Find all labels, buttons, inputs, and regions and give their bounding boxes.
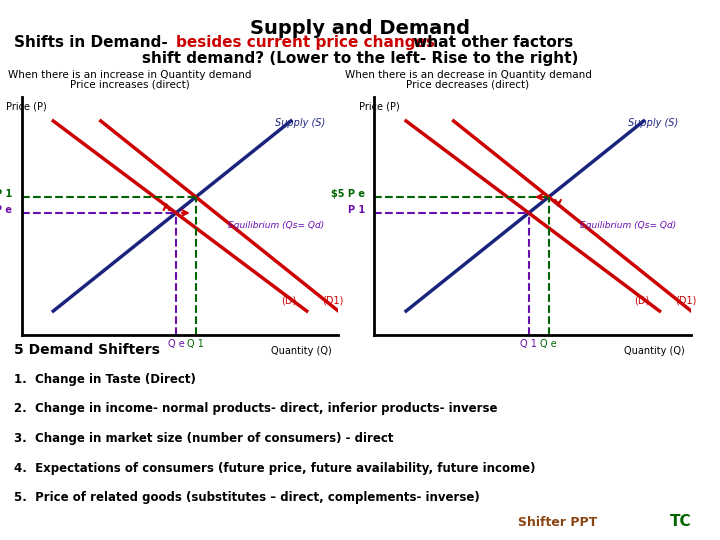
Text: (D): (D) <box>634 296 649 306</box>
Text: 5 Demand Shifters: 5 Demand Shifters <box>14 343 161 357</box>
Text: When there is an increase in Quantity demand: When there is an increase in Quantity de… <box>8 70 251 80</box>
Text: (D): (D) <box>282 296 297 306</box>
Text: Q e: Q e <box>168 339 184 349</box>
Text: $5 P e: $5 P e <box>0 205 12 215</box>
Text: 3.  Change in market size (number of consumers) - direct: 3. Change in market size (number of cons… <box>14 432 394 445</box>
Text: Supply (S): Supply (S) <box>628 118 678 128</box>
Text: Quantity (Q): Quantity (Q) <box>624 346 685 356</box>
Text: Price decreases (direct): Price decreases (direct) <box>406 80 530 90</box>
Text: Q e: Q e <box>540 339 557 349</box>
Text: $5 P e: $5 P e <box>331 189 365 199</box>
Text: besides current price changes: besides current price changes <box>176 35 436 50</box>
Text: P 1: P 1 <box>0 189 12 199</box>
Text: Equilibrium (Qs= Qd): Equilibrium (Qs= Qd) <box>228 221 324 230</box>
Text: When there is an decrease in Quantity demand: When there is an decrease in Quantity de… <box>345 70 591 80</box>
Text: Equilibrium (Qs= Qd): Equilibrium (Qs= Qd) <box>580 221 677 230</box>
Text: (D1): (D1) <box>323 296 344 306</box>
Text: Supply and Demand: Supply and Demand <box>250 19 470 38</box>
Text: Price increases (direct): Price increases (direct) <box>70 80 189 90</box>
Text: Q 1: Q 1 <box>521 339 537 349</box>
Text: 2.  Change in income- normal products- direct, inferior products- inverse: 2. Change in income- normal products- di… <box>14 402 498 415</box>
Text: 4.  Expectations of consumers (future price, future availability, future income): 4. Expectations of consumers (future pri… <box>14 462 536 475</box>
Text: 1.  Change in Taste (Direct): 1. Change in Taste (Direct) <box>14 373 197 386</box>
Text: what other factors: what other factors <box>408 35 574 50</box>
Text: Quantity (Q): Quantity (Q) <box>271 346 332 356</box>
Text: Price (P): Price (P) <box>6 101 47 111</box>
Text: shift demand? (Lower to the left- Rise to the right): shift demand? (Lower to the left- Rise t… <box>142 51 578 66</box>
Text: Shifts in Demand-: Shifts in Demand- <box>14 35 174 50</box>
Text: Shifter PPT: Shifter PPT <box>518 516 598 529</box>
Text: TC: TC <box>670 514 691 529</box>
Text: (D1): (D1) <box>675 296 697 306</box>
Text: Q 1: Q 1 <box>187 339 204 349</box>
Text: Price (P): Price (P) <box>359 101 400 111</box>
Text: 5.  Price of related goods (substitutes – direct, complements- inverse): 5. Price of related goods (substitutes –… <box>14 491 480 504</box>
Text: P 1: P 1 <box>348 205 365 215</box>
Text: Supply (S): Supply (S) <box>275 118 325 128</box>
